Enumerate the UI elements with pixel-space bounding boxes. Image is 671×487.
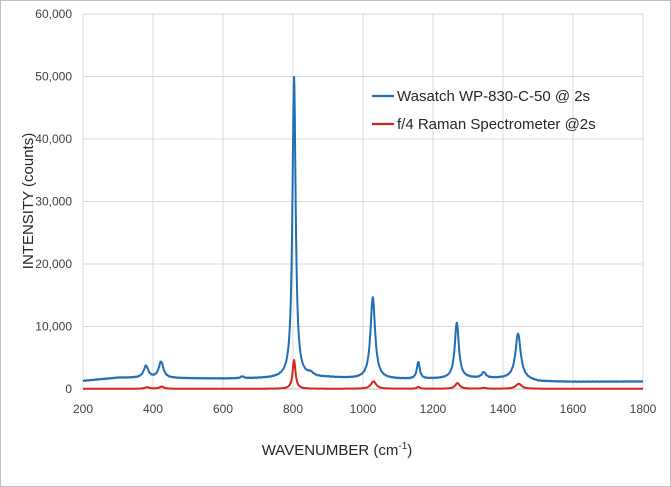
x-tick-label: 1200 xyxy=(420,402,447,416)
x-tick-labels: 200 400 600 800 1000 1200 1400 1600 1800 xyxy=(73,402,657,416)
gridlines xyxy=(82,13,644,390)
y-tick-label: 60,000 xyxy=(35,7,72,21)
x-tick-label: 1000 xyxy=(350,402,377,416)
legend-label-f4: f/4 Raman Spectrometer @2s xyxy=(397,116,596,133)
series-lines xyxy=(82,75,644,390)
x-axis-title-superscript: -1 xyxy=(398,441,407,452)
y-tick-label: 10,000 xyxy=(35,320,72,334)
x-tick-label: 200 xyxy=(73,402,93,416)
y-tick-label: 50,000 xyxy=(35,70,72,84)
x-tick-label: 400 xyxy=(143,402,163,416)
series-line-f4 xyxy=(82,359,644,390)
series-line-wasatch xyxy=(82,75,644,384)
y-tick-label: 0 xyxy=(65,382,72,396)
y-tick-label: 30,000 xyxy=(35,195,72,209)
x-axis-title-end: ) xyxy=(407,442,412,459)
y-axis-title: INTENSITY (counts) xyxy=(20,133,37,269)
legend-label-wasatch: Wasatch WP-830-C-50 @ 2s xyxy=(397,88,590,105)
y-tick-labels: 0 10,000 20,000 30,000 40,000 50,000 60,000 xyxy=(35,7,72,396)
x-tick-label: 1400 xyxy=(490,402,517,416)
x-tick-label: 1600 xyxy=(560,402,587,416)
legend: Wasatch WP-830-C-50 @ 2s f/4 Raman Spect… xyxy=(372,88,596,133)
x-tick-label: 800 xyxy=(283,402,303,416)
x-tick-label: 1800 xyxy=(630,402,657,416)
y-tick-label: 20,000 xyxy=(35,257,72,271)
x-axis-title: WAVENUMBER (cm-1) xyxy=(262,441,413,459)
x-axis-title-main: WAVENUMBER (cm xyxy=(262,442,399,459)
y-tick-label: 40,000 xyxy=(35,132,72,146)
x-tick-label: 600 xyxy=(213,402,233,416)
